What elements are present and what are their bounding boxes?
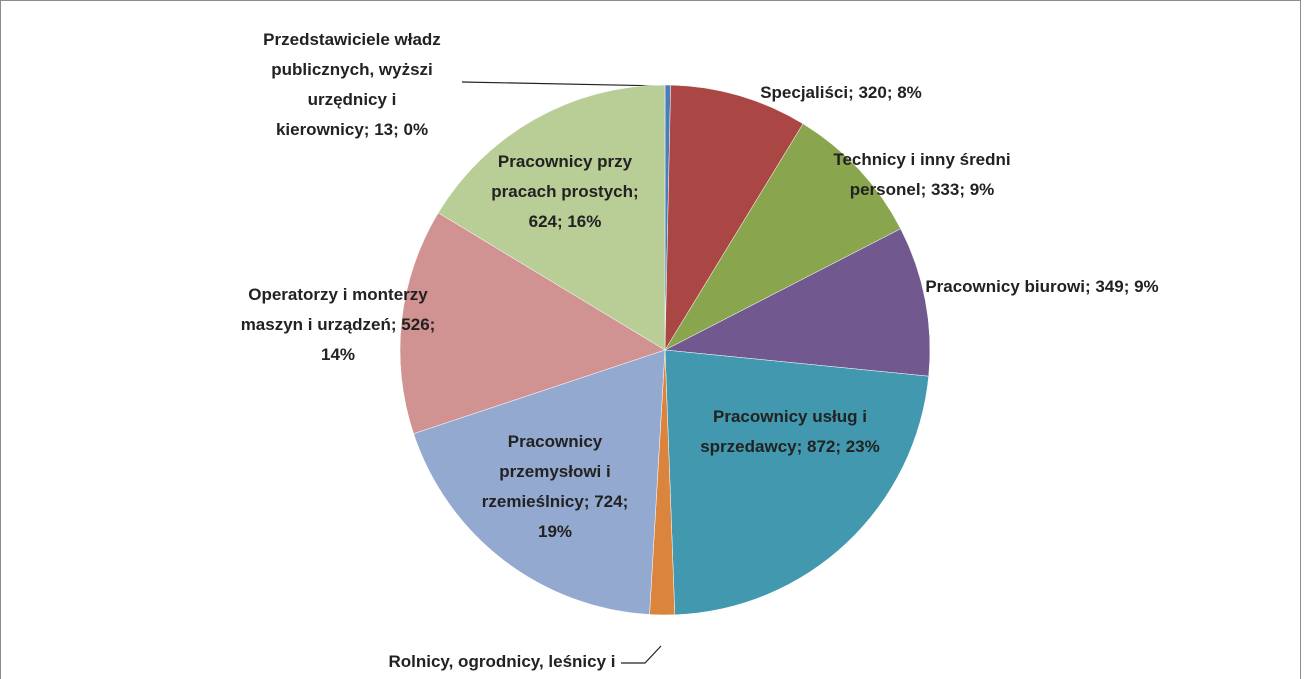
leader-line — [461, 81, 665, 87]
data-label: Przedstawiciele władz publicznych, wyższ… — [263, 30, 441, 139]
data-label: Pracownicy przy pracach prostych; 624; 1… — [491, 152, 639, 231]
data-label: Operatorzy i monterzy maszyn i urządzeń;… — [240, 285, 436, 364]
data-label: Technicy i inny średni personel; 333; 9% — [833, 150, 1011, 199]
data-label: Rolnicy, ogrodnicy, leśnicy i rybacy; 58… — [388, 652, 616, 671]
data-label: Pracownicy usług i sprzedawcy; 872; 23% — [700, 407, 880, 456]
pie-slice — [664, 349, 929, 616]
pie-slice — [399, 212, 666, 434]
data-label: Specjaliści; 320; 8% — [760, 83, 922, 102]
data-label: Pracownicy przemysłowi i rzemieślnicy; 7… — [481, 432, 629, 541]
pie-slice — [664, 123, 901, 351]
data-label: Pracownicy biurowi; 349; 9% — [925, 277, 1159, 296]
leader-line — [621, 645, 662, 664]
pie-slice — [437, 84, 666, 351]
pie-slice — [413, 349, 666, 615]
pie-slice — [664, 84, 804, 351]
pie-slice — [664, 228, 931, 377]
